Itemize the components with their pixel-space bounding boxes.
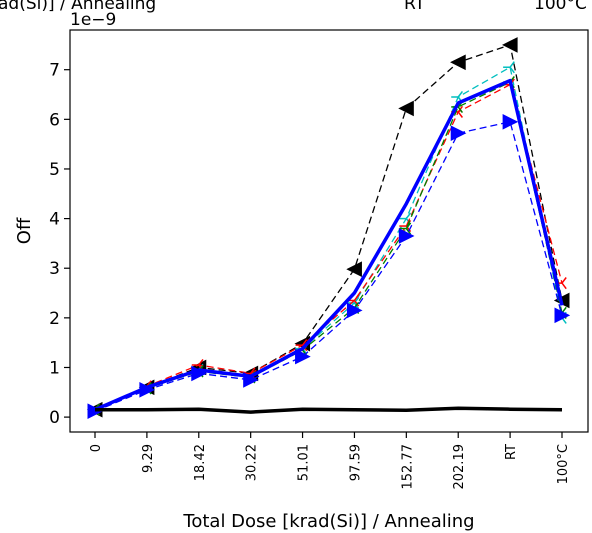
series-4: [87, 114, 571, 419]
data-point-marker: [346, 261, 362, 278]
top-text-100c: 100°C: [534, 0, 587, 14]
y-tick-label: 6: [49, 110, 60, 130]
y-tick-label: 7: [49, 61, 60, 81]
x-tick-label: 30.22: [245, 444, 260, 481]
x-tick-label: 97.59: [348, 444, 363, 481]
y-tick-label: 1: [49, 358, 60, 378]
series-0: [86, 37, 570, 418]
x-axis-label: Total Dose [krad(Si)] / Annealing: [182, 511, 474, 532]
x-tick-label: 0: [89, 444, 104, 452]
y-tick-label: 2: [49, 309, 60, 329]
data-point-marker: [295, 348, 311, 365]
y-tick-label: 0: [49, 408, 60, 428]
data-point-marker: [554, 307, 571, 324]
series-line: [94, 66, 563, 411]
x-tick-label: 18.42: [193, 444, 208, 481]
series-line: [95, 406, 563, 414]
series-line: [94, 121, 563, 412]
series-5: [94, 78, 564, 412]
y-tick-label: 5: [49, 160, 60, 180]
plot-frame: [69, 29, 589, 433]
data-point-marker: [450, 54, 466, 71]
data-point-marker: [398, 228, 415, 244]
series-2: [88, 78, 567, 416]
data-point-marker: [450, 125, 467, 142]
data-point-marker: [502, 114, 519, 130]
data-point-marker: [501, 37, 518, 53]
series-line: [94, 44, 563, 411]
y-axis-label: Off: [14, 217, 35, 244]
y-offset-text: 1e−9: [70, 10, 116, 30]
data-point-marker: [398, 100, 414, 117]
x-tick-label: 202.19: [452, 444, 467, 490]
x-axis-ticks: 0 9.29 18.42 30.22 51.01 97.59 152.77 202.19 RT 1…: [89, 432, 571, 490]
data-point-marker: [503, 61, 515, 74]
x-tick-label: 100°C: [556, 444, 571, 484]
series-line: [94, 83, 563, 411]
plot-content: [86, 37, 571, 419]
x-tick-label: 152.77: [400, 444, 415, 490]
y-axis-ticks: 0 1 2 3 4 5 6 7: [49, 61, 70, 428]
y-tick-label: 4: [49, 210, 60, 230]
x-tick-label: 9.29: [141, 444, 156, 473]
top-text-left: ad(Si)] / Annealing: [0, 0, 156, 14]
series-1: [88, 61, 567, 416]
data-point-marker: [346, 302, 363, 319]
x-tick-label: RT: [504, 444, 519, 460]
series-6: [95, 406, 563, 414]
x-tick-label: 51.01: [297, 444, 312, 481]
series-line: [94, 78, 564, 412]
series-3: [88, 76, 567, 416]
series-line: [94, 81, 563, 411]
y-tick-label: 3: [49, 259, 60, 279]
top-text-rt: RT: [404, 0, 426, 14]
